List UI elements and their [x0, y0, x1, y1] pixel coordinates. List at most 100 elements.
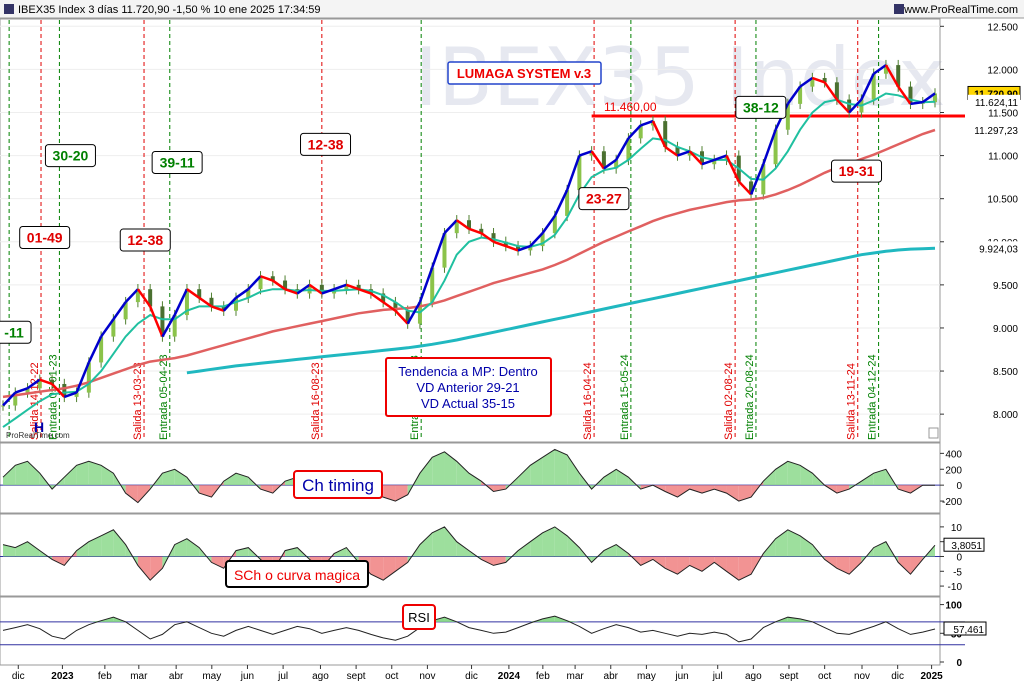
info-icon[interactable]	[928, 427, 939, 439]
chart-title: IBEX35 Index 3 días 11.720,90 -1,50 % 10…	[18, 4, 321, 16]
ch-timing-area	[3, 465, 16, 486]
trade-label: -11	[4, 324, 24, 340]
ch-timing-area	[15, 461, 28, 486]
sch-area	[567, 535, 580, 557]
candle-body	[25, 388, 30, 393]
candle-body	[908, 86, 913, 104]
x-tick-label: sept	[347, 671, 366, 682]
sch-panel	[0, 513, 941, 597]
ch-timing-area	[199, 485, 212, 498]
sch-area	[334, 547, 347, 557]
ch-timing-axis: 400 200 0 -200	[940, 449, 962, 508]
price-tick-label: 12.500	[987, 22, 1018, 33]
x-tick-label: jul	[277, 671, 288, 682]
price-segment	[553, 189, 569, 217]
copyright-label: ProRealTime.com	[6, 431, 70, 440]
price-segment	[211, 305, 225, 312]
price-segment	[235, 288, 249, 299]
rsi-panel	[0, 596, 941, 666]
price-segment	[749, 163, 765, 195]
trade-label-box	[19, 225, 71, 249]
price-segment	[860, 73, 875, 101]
x-tick-label: ago	[312, 671, 329, 682]
candle-body	[99, 336, 104, 363]
price-segment	[2, 391, 17, 407]
event-label: Entrada 04-12-24	[867, 354, 879, 440]
trade-label: 30-20	[53, 148, 89, 164]
sch-area	[554, 526, 568, 557]
h-marker: H	[34, 419, 44, 435]
sch-area	[370, 556, 384, 581]
candle-body	[209, 297, 214, 307]
candle-body	[552, 215, 557, 234]
sch-area	[898, 556, 911, 575]
ch-timing-line	[2, 448, 935, 504]
ch-timing-area	[677, 485, 690, 498]
candle-body	[577, 155, 582, 191]
rsi-overbought	[787, 617, 801, 622]
price-segment	[505, 244, 519, 252]
rsi-label: RSI	[408, 610, 430, 625]
candle-body	[135, 289, 140, 303]
trade-label-box	[735, 95, 787, 119]
price-segment	[615, 137, 630, 161]
ch-timing-label: Ch timing	[302, 476, 374, 495]
candle-body	[197, 289, 202, 298]
price-segment	[112, 301, 127, 321]
sch-area	[689, 556, 702, 572]
price-segment	[222, 296, 237, 312]
x-tick-label: jul	[712, 671, 723, 682]
x-tick-label: oct	[818, 671, 832, 682]
price-segment	[406, 301, 422, 325]
site-link[interactable]: www.ProRealTime.com	[903, 4, 1018, 16]
candle-body	[258, 276, 263, 290]
price-segment	[799, 76, 814, 88]
sch-area	[101, 529, 114, 557]
price-segment	[848, 98, 863, 114]
rsi-line	[2, 615, 936, 643]
ch-timing-area	[101, 465, 114, 486]
price-segment	[358, 287, 372, 295]
price-segment	[173, 288, 189, 316]
rsi-marker-box	[943, 621, 987, 636]
sch-area	[726, 556, 739, 581]
x-tick-label: ago	[745, 671, 762, 682]
ch-timing-area	[162, 469, 175, 486]
x-tick-label: oct	[385, 671, 399, 682]
candle-body	[467, 220, 471, 229]
mm-slow-line	[2, 128, 936, 399]
ch-timing-area	[554, 449, 568, 486]
ch-timing-area	[76, 461, 89, 486]
price-segment	[382, 301, 397, 312]
price-segment	[148, 305, 164, 338]
price-segment	[640, 119, 654, 127]
candle-body	[810, 78, 815, 87]
sch-area	[530, 532, 543, 557]
event-label: Entrada 05-01-23	[47, 354, 59, 440]
site-icon	[894, 4, 904, 14]
trade-label-box	[119, 228, 171, 252]
event-label: Salida 13-11-24	[846, 363, 858, 440]
price-tick-label: 11.500	[988, 108, 1018, 119]
sch-area	[285, 547, 298, 557]
trade-label: 39-11	[160, 154, 195, 170]
ch-timing-area	[702, 485, 715, 494]
price-segment	[443, 219, 458, 235]
ch-timing-area	[800, 465, 813, 486]
price-segment	[517, 244, 531, 252]
candle-body	[172, 315, 177, 337]
ch-timing-area	[125, 485, 138, 503]
price-segment	[247, 275, 262, 291]
sch-area	[456, 541, 469, 557]
sch-area	[616, 544, 629, 557]
price-tick-label: 10.500	[987, 195, 1018, 206]
ch-timing-area	[530, 457, 543, 486]
trend-line-1: Tendencia a MP: Dentro	[398, 364, 537, 379]
x-tick-label: feb	[98, 671, 112, 682]
price-marker-label: 11.297,23	[974, 126, 1018, 137]
sch-tick-label: -5	[953, 567, 962, 578]
event-label: Entrada 20-08-24	[744, 354, 756, 440]
price-segment	[136, 288, 152, 308]
sch-area	[3, 544, 16, 557]
ch-timing-tick-label: -200	[942, 497, 962, 508]
